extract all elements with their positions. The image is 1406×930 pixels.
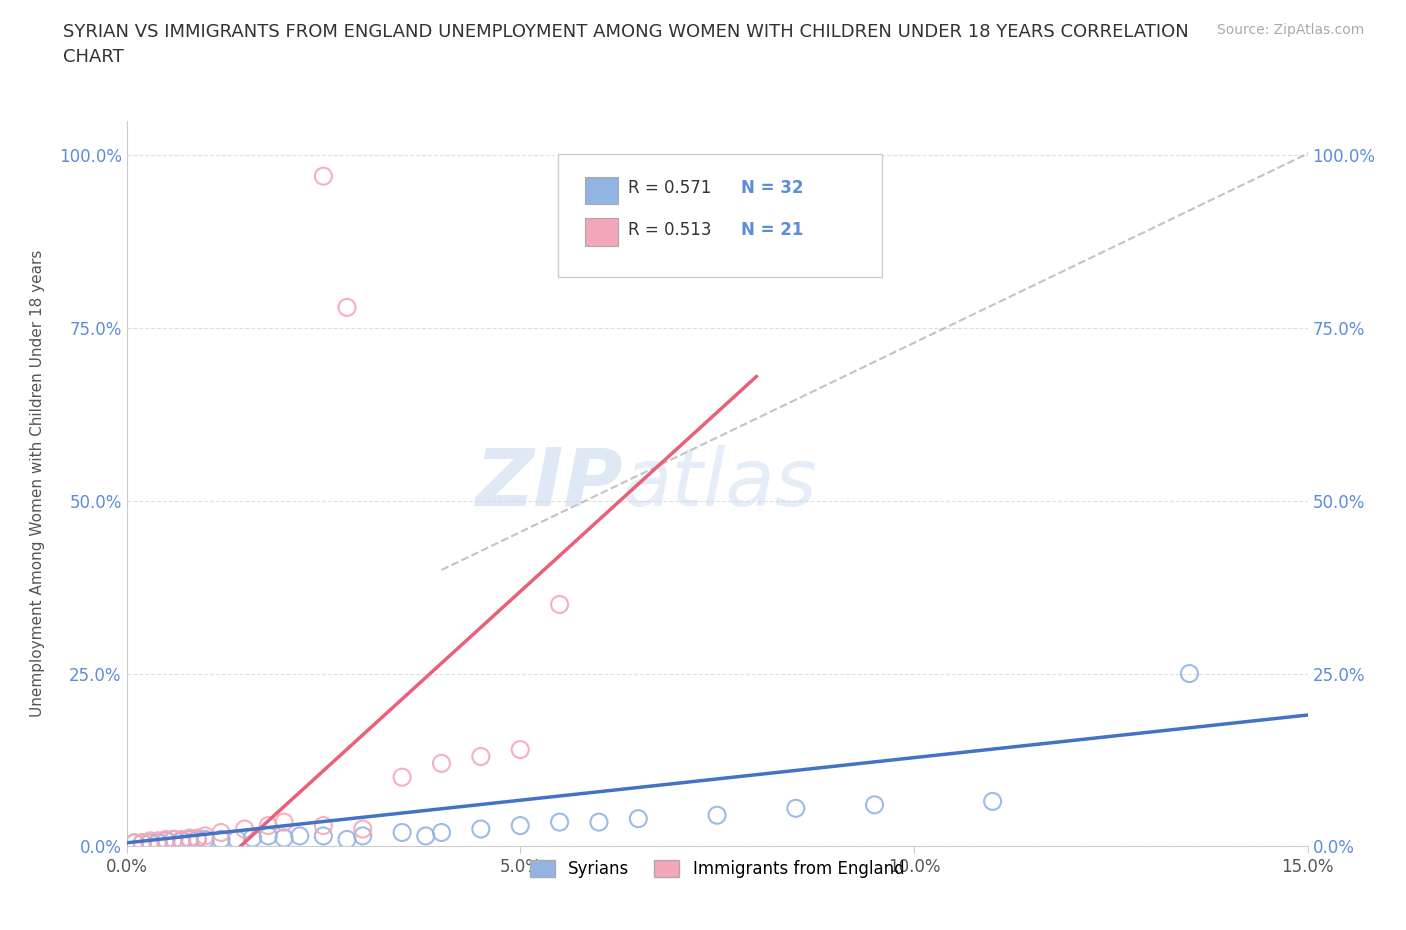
Point bbox=[588, 815, 610, 830]
Point bbox=[863, 797, 886, 812]
Point bbox=[785, 801, 807, 816]
Point bbox=[352, 829, 374, 844]
Point bbox=[139, 833, 162, 848]
Y-axis label: Unemployment Among Women with Children Under 18 years: Unemployment Among Women with Children U… bbox=[30, 250, 45, 717]
Text: SYRIAN VS IMMIGRANTS FROM ENGLAND UNEMPLOYMENT AMONG WOMEN WITH CHILDREN UNDER 1: SYRIAN VS IMMIGRANTS FROM ENGLAND UNEMPL… bbox=[63, 23, 1189, 66]
Point bbox=[391, 825, 413, 840]
Point bbox=[179, 832, 201, 847]
Legend: Syrians, Immigrants from England: Syrians, Immigrants from England bbox=[523, 854, 911, 885]
Point bbox=[273, 830, 295, 845]
Point bbox=[430, 756, 453, 771]
Point bbox=[273, 815, 295, 830]
Point bbox=[131, 835, 153, 850]
Point bbox=[257, 829, 280, 844]
Point bbox=[548, 597, 571, 612]
Point bbox=[352, 821, 374, 836]
Point bbox=[470, 821, 492, 836]
Point bbox=[124, 835, 146, 850]
Point bbox=[430, 825, 453, 840]
Text: R = 0.571: R = 0.571 bbox=[628, 179, 711, 197]
FancyBboxPatch shape bbox=[558, 153, 883, 277]
FancyBboxPatch shape bbox=[585, 177, 617, 205]
Point bbox=[209, 825, 232, 840]
Point bbox=[170, 832, 193, 847]
Point bbox=[336, 832, 359, 847]
Point bbox=[312, 168, 335, 183]
Point bbox=[124, 835, 146, 850]
Point bbox=[548, 815, 571, 830]
Point bbox=[257, 818, 280, 833]
Point bbox=[627, 811, 650, 826]
Point bbox=[146, 833, 169, 848]
Point bbox=[163, 832, 186, 847]
Point bbox=[131, 835, 153, 850]
Point bbox=[225, 832, 247, 847]
Text: N = 32: N = 32 bbox=[741, 179, 803, 197]
Point bbox=[194, 829, 217, 844]
Point bbox=[312, 829, 335, 844]
Point bbox=[186, 830, 208, 845]
Point bbox=[163, 832, 186, 847]
Text: N = 21: N = 21 bbox=[741, 220, 803, 239]
Point bbox=[312, 818, 335, 833]
Point bbox=[470, 749, 492, 764]
Text: ZIP: ZIP bbox=[475, 445, 623, 523]
Point bbox=[981, 794, 1004, 809]
FancyBboxPatch shape bbox=[585, 219, 617, 246]
Point bbox=[706, 808, 728, 823]
Point bbox=[242, 830, 264, 845]
Point bbox=[155, 832, 177, 847]
Point bbox=[209, 832, 232, 847]
Text: Source: ZipAtlas.com: Source: ZipAtlas.com bbox=[1216, 23, 1364, 37]
Point bbox=[391, 770, 413, 785]
Point bbox=[186, 832, 208, 847]
Point bbox=[1178, 666, 1201, 681]
Text: R = 0.513: R = 0.513 bbox=[628, 220, 711, 239]
Point bbox=[170, 833, 193, 848]
Point bbox=[179, 830, 201, 845]
Point bbox=[288, 829, 311, 844]
Point bbox=[146, 835, 169, 850]
Point bbox=[139, 835, 162, 850]
Point bbox=[509, 818, 531, 833]
Point bbox=[509, 742, 531, 757]
Text: atlas: atlas bbox=[623, 445, 817, 523]
Point bbox=[415, 829, 437, 844]
Point bbox=[194, 832, 217, 847]
Point bbox=[336, 300, 359, 315]
Point bbox=[233, 821, 256, 836]
Point bbox=[155, 833, 177, 848]
